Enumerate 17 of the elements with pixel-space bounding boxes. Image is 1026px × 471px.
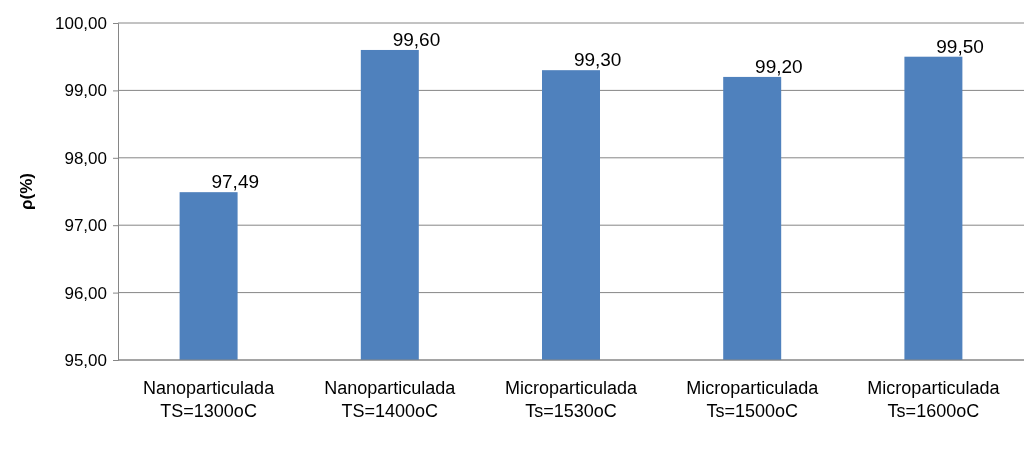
data-label: 99,20 <box>755 55 803 77</box>
y-tick-label: 99,00 <box>64 81 107 101</box>
data-label: 99,60 <box>392 28 441 50</box>
x-tick-label: Microparticulada Ts=1500oC <box>686 378 820 421</box>
x-tick-label: Nanoparticulada TS=1400oC <box>324 378 457 421</box>
data-label: 99,50 <box>936 35 984 57</box>
y-tick-label: 96,00 <box>64 283 107 303</box>
y-tick-label: 97,00 <box>64 216 107 236</box>
y-tick-label: 100,00 <box>55 13 107 33</box>
y-axis-title: ρ(%) <box>17 173 36 210</box>
x-tick-label: Nanoparticulada TS=1300oC <box>143 378 276 421</box>
x-tick-label: Microparticulada Ts=1600oC <box>867 378 1001 421</box>
data-label: 97,49 <box>211 171 260 193</box>
y-tick-label: 98,00 <box>64 148 107 168</box>
data-label: 99,30 <box>573 49 622 71</box>
y-tick-label: 95,00 <box>64 350 107 370</box>
x-tick-label: Microparticulada Ts=1530oC <box>504 378 639 421</box>
